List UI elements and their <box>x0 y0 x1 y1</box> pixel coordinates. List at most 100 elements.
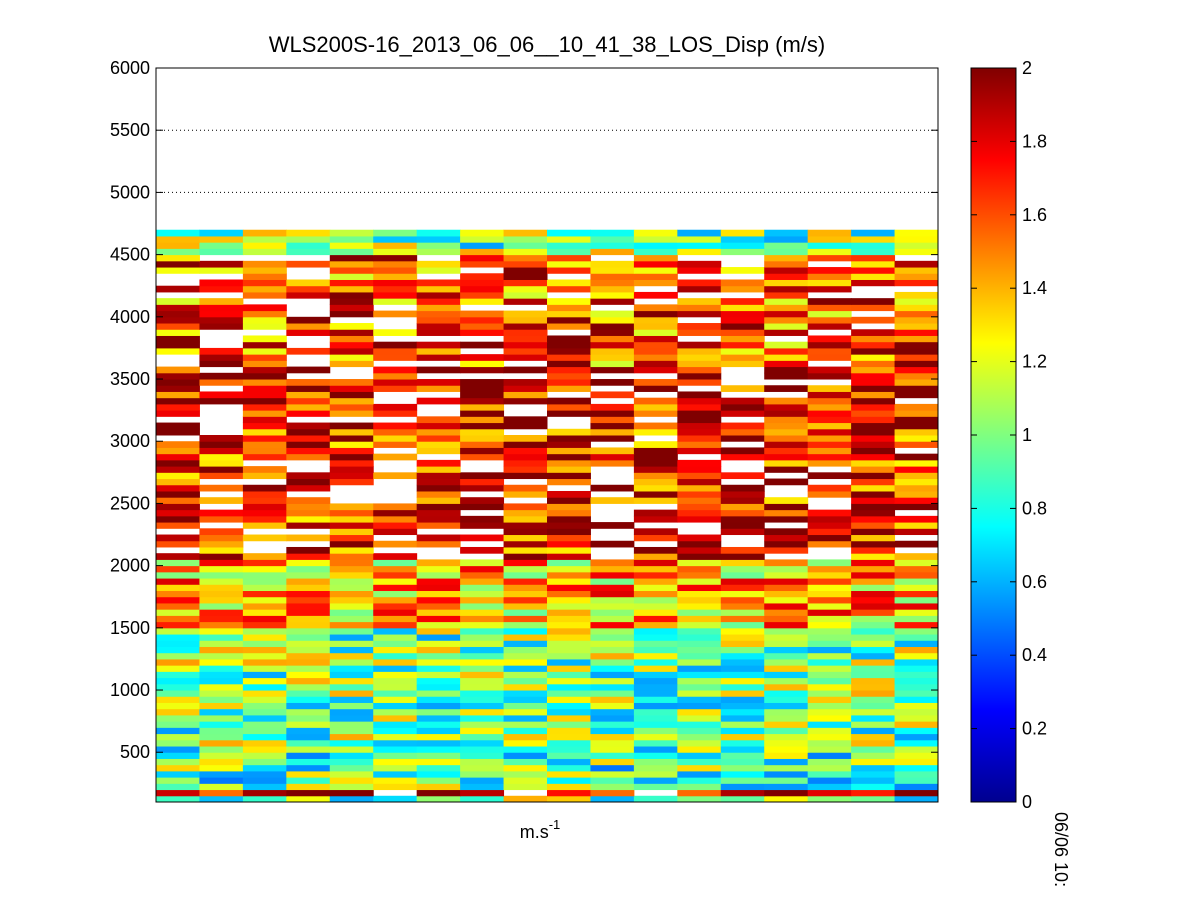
heatmap-cell <box>156 559 200 567</box>
heatmap-cell <box>547 490 591 498</box>
heatmap-cell <box>807 316 852 324</box>
heatmap-cell <box>764 285 809 293</box>
heatmap-cell <box>156 267 200 274</box>
heatmap-cell <box>547 279 591 287</box>
heatmap-cell <box>329 578 374 585</box>
heatmap-cell <box>590 410 635 417</box>
heatmap-cell <box>894 609 939 616</box>
heatmap-cell <box>547 453 591 461</box>
heatmap-cell <box>416 366 461 374</box>
heatmap-cell <box>242 602 287 610</box>
heatmap-cell <box>590 677 635 685</box>
heatmap-cell <box>720 584 765 592</box>
heatmap-cell <box>329 758 374 766</box>
heatmap-cell <box>373 665 418 672</box>
heatmap-cell <box>894 466 939 473</box>
heatmap-cell <box>590 764 635 772</box>
colorbar-tick-label: 1.8 <box>1022 131 1047 151</box>
heatmap-cell <box>460 671 505 679</box>
heatmap-cell <box>894 242 939 249</box>
colorbar-tick-label: 0.6 <box>1022 572 1047 592</box>
heatmap-cell <box>720 229 765 237</box>
heatmap-cell <box>242 323 287 330</box>
heatmap-cell <box>590 634 635 641</box>
heatmap-cell <box>894 528 939 536</box>
heatmap-cell <box>286 640 331 647</box>
heatmap-cell <box>503 665 548 672</box>
heatmap-cell <box>156 714 200 722</box>
heatmap-cell <box>286 478 331 486</box>
heatmap-cell <box>764 615 809 623</box>
heatmap-cell <box>677 658 722 666</box>
heatmap-cell <box>677 515 722 523</box>
heatmap-cell <box>329 677 374 685</box>
heatmap-cell <box>894 727 939 735</box>
heatmap-cell <box>807 571 852 579</box>
heatmap-cell <box>894 702 939 710</box>
heatmap-cell <box>894 478 939 486</box>
heatmap-cell <box>329 279 374 287</box>
heatmap-cell <box>677 696 722 703</box>
heatmap-cell <box>633 546 678 554</box>
heatmap-cell <box>764 372 809 380</box>
heatmap-cell <box>633 559 678 567</box>
heatmap-cell <box>242 795 287 803</box>
heatmap-cell <box>199 397 244 405</box>
heatmap-cell <box>764 260 809 268</box>
heatmap-cell <box>156 341 200 349</box>
heatmap-cell <box>156 285 200 293</box>
heatmap-cell <box>720 428 765 436</box>
heatmap-cell <box>894 646 939 654</box>
heatmap-cell <box>894 416 939 424</box>
heatmap-cell <box>286 534 331 542</box>
heatmap-cell <box>633 360 678 368</box>
heatmap-cell <box>199 528 244 536</box>
heatmap-cell <box>286 652 331 660</box>
heatmap-cell <box>851 416 896 424</box>
heatmap-cell <box>720 565 765 573</box>
heatmap-cell <box>590 590 635 598</box>
heatmap-cell <box>416 497 461 504</box>
heatmap-cell <box>460 316 505 324</box>
heatmap-cell <box>851 459 896 467</box>
heatmap-cell <box>547 478 591 486</box>
heatmap-cell <box>807 627 852 635</box>
heatmap-cell <box>590 279 635 287</box>
colorbar-tick-label: 2 <box>1022 58 1032 78</box>
heatmap-cell <box>373 522 418 529</box>
heatmap-cell <box>503 273 548 280</box>
heatmap-cell <box>764 677 809 685</box>
heatmap-cell <box>242 422 287 430</box>
heatmap-cell <box>242 316 287 324</box>
heatmap-cell <box>894 347 939 355</box>
heatmap-cell <box>677 235 722 243</box>
heatmap-cell <box>156 490 200 498</box>
heatmap-cell <box>329 347 374 355</box>
heatmap-cell <box>503 739 548 747</box>
heatmap-cell <box>373 260 418 268</box>
heatmap-cell <box>242 341 287 349</box>
heatmap-cell <box>894 596 939 604</box>
heatmap-cell <box>416 602 461 610</box>
heatmap-cell <box>329 242 374 249</box>
heatmap-cell <box>764 497 809 504</box>
heatmap-cell <box>373 627 418 635</box>
heatmap-cell <box>286 316 331 324</box>
heatmap-cell <box>373 372 418 380</box>
heatmap-cell <box>503 285 548 293</box>
heatmap-cell <box>547 310 591 318</box>
heatmap-cell <box>156 634 200 641</box>
heatmap-cell <box>460 242 505 249</box>
heatmap-cell <box>547 435 591 442</box>
heatmap-cell <box>373 354 418 361</box>
heatmap-cell <box>156 746 200 753</box>
heatmap-cell <box>242 385 287 392</box>
heatmap-cell <box>633 422 678 430</box>
heatmap-cell <box>373 584 418 592</box>
heatmap-cell <box>764 273 809 280</box>
heatmap-cell <box>156 596 200 604</box>
heatmap-cell <box>590 602 635 610</box>
heatmap-cell <box>460 665 505 672</box>
heatmap-cell <box>329 509 374 517</box>
heatmap-cell <box>590 379 635 386</box>
